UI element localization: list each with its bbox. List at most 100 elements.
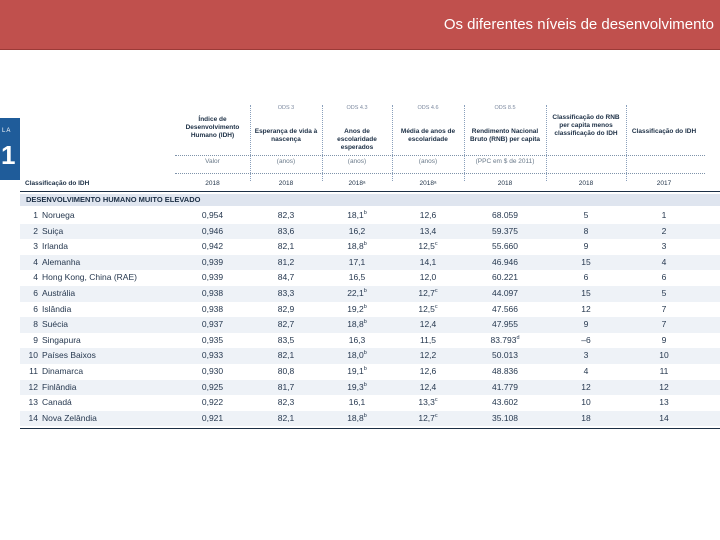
cell-diff: 8	[546, 224, 626, 240]
header-subrule	[175, 155, 705, 156]
sdg-code: ODS 4.3	[346, 105, 368, 111]
cell-rank2017-value: 13	[659, 397, 669, 408]
cell-mean-value: 12,4	[419, 319, 437, 330]
cell-life-value: 81,2	[277, 256, 295, 267]
cell-rank-value: 2	[33, 225, 38, 236]
cell-exp: 22,1b	[322, 286, 392, 302]
cell-gni: 44.097	[464, 286, 546, 302]
cell-diff-value: 9	[583, 319, 589, 330]
cell-gni: 47.955	[464, 317, 546, 333]
cell-gni-value: 48.836	[492, 366, 518, 376]
cell-life: 82,3	[250, 208, 322, 224]
cell-rank: 14	[22, 411, 38, 427]
footnote-marker: b	[363, 381, 367, 388]
cell-mean-value: 12,2	[419, 350, 437, 361]
cell-diff-value: 18	[581, 412, 591, 423]
cell-mean: 12,4	[392, 317, 464, 333]
cell-mean-value: 12,6	[419, 210, 437, 220]
cell-exp-value: 19,1	[347, 366, 364, 376]
cell-rank-value: 9	[33, 334, 38, 345]
column-divider	[322, 105, 323, 181]
cell-exp-value: 18,8	[347, 319, 364, 330]
cell-country: Suiça	[42, 224, 172, 240]
column-unit: Valor	[205, 158, 220, 165]
cell-gni: 59.375	[464, 224, 546, 240]
cell-mean: 12,4	[392, 380, 464, 396]
cell-idh-value: 0,938	[201, 288, 224, 298]
table-row: 13 Canadá 0,922 82,3 16,1 13,3c 43.602 10 13	[20, 395, 720, 411]
cell-life-value: 82,1	[277, 412, 295, 423]
group-heading-label: DESENVOLVIMENTO HUMANO MUITO ELEVADO	[26, 195, 201, 204]
cell-life: 82,1	[250, 239, 322, 255]
column-title: Anos de escolaridade esperados	[337, 128, 377, 151]
cell-idh: 0,938	[175, 302, 250, 318]
cell-diff-value: 10	[581, 397, 591, 408]
column-title: Média de anos de escolaridade	[400, 128, 456, 143]
cell-mean-value: 12,5	[418, 241, 435, 252]
cell-diff-value: 12	[581, 303, 591, 314]
footnote-marker: b	[363, 319, 367, 326]
cell-exp: 16,3	[322, 333, 392, 349]
cell-gni-value: 47.955	[492, 319, 518, 330]
cell-mean: 12,6	[392, 364, 464, 380]
cell-mean: 11,5	[392, 333, 464, 349]
cell-country-value: Canadá	[42, 397, 72, 408]
cell-diff: 15	[546, 286, 626, 302]
cell-rank-value: 3	[33, 241, 38, 252]
cell-gni-value: 59.375	[492, 225, 518, 236]
cell-idh: 0,937	[175, 317, 250, 333]
cell-rank-value: 10	[28, 350, 38, 361]
cell-country: Alemanha	[42, 255, 172, 271]
footnote-marker: b	[363, 288, 367, 294]
footnote-marker: b	[363, 412, 367, 419]
table-row: 6 Austrália 0,938 83,3 22,1b 12,7c 44.097 15 5	[20, 286, 720, 302]
table-row: 10 Países Baixos 0,933 82,1 18,0b 12,2 50.013 3…	[20, 348, 720, 364]
cell-country-value: Dinamarca	[42, 366, 84, 376]
cell-rank2017-value: 4	[661, 256, 667, 267]
cell-diff: 4	[546, 364, 626, 380]
cell-life-value: 83,6	[277, 225, 295, 236]
cell-rank2017-value: 10	[659, 350, 669, 361]
cell-life: 80,8	[250, 364, 322, 380]
cell-exp: 18,8b	[322, 411, 392, 427]
cell-exp-value: 19,3	[347, 381, 364, 392]
cell-life: 82,1	[250, 348, 322, 364]
cell-country: Canadá	[42, 395, 172, 411]
cell-mean-value: 12,0	[419, 272, 437, 283]
cell-rank2017: 9	[626, 333, 702, 349]
cell-rank2017: 3	[626, 239, 702, 255]
cell-rank: 6	[22, 302, 38, 318]
cell-idh: 0,930	[175, 364, 250, 380]
cell-country-value: Singapura	[42, 334, 81, 345]
cell-idh: 0,942	[175, 239, 250, 255]
cell-rank-value: 12	[28, 381, 38, 392]
cell-rank-value: 6	[33, 288, 38, 298]
cell-mean-value: 11,5	[420, 334, 436, 345]
cell-mean: 14,1	[392, 255, 464, 271]
cell-diff: 9	[546, 239, 626, 255]
bottom-rule	[20, 428, 720, 429]
cell-diff-value: 12	[581, 381, 591, 392]
cell-rank2017-value: 7	[661, 303, 667, 314]
column-title: Rendimento Nacional Bruto (RNB) per capi…	[469, 128, 541, 143]
cell-rank2017: 13	[626, 395, 702, 411]
table-row: 4 Hong Kong, China (RAE) 0,939 84,7 16,5 12,0…	[20, 270, 720, 286]
cell-rank: 10	[22, 348, 38, 364]
cell-exp: 18,8b	[322, 239, 392, 255]
cell-country: Singapura	[42, 333, 172, 349]
cell-country: Austrália	[42, 286, 172, 302]
header-rule	[20, 191, 720, 192]
cell-rank2017: 7	[626, 302, 702, 318]
cell-gni-value: 35.108	[492, 412, 518, 423]
cell-country-value: Suiça	[42, 225, 64, 236]
cell-life: 82,7	[250, 317, 322, 333]
cell-rank: 2	[22, 224, 38, 240]
section-tab: LA 1	[0, 118, 20, 180]
cell-diff: 3	[546, 348, 626, 364]
cell-exp: 18,8b	[322, 317, 392, 333]
column-year: 2018ᵃ	[419, 180, 437, 187]
cell-exp: 19,1b	[322, 364, 392, 380]
table-row: 1 Noruega 0,954 82,3 18,1b 12,6 68.059 5 1	[20, 208, 720, 224]
cell-gni: 43.602	[464, 395, 546, 411]
cell-diff: 9	[546, 317, 626, 333]
